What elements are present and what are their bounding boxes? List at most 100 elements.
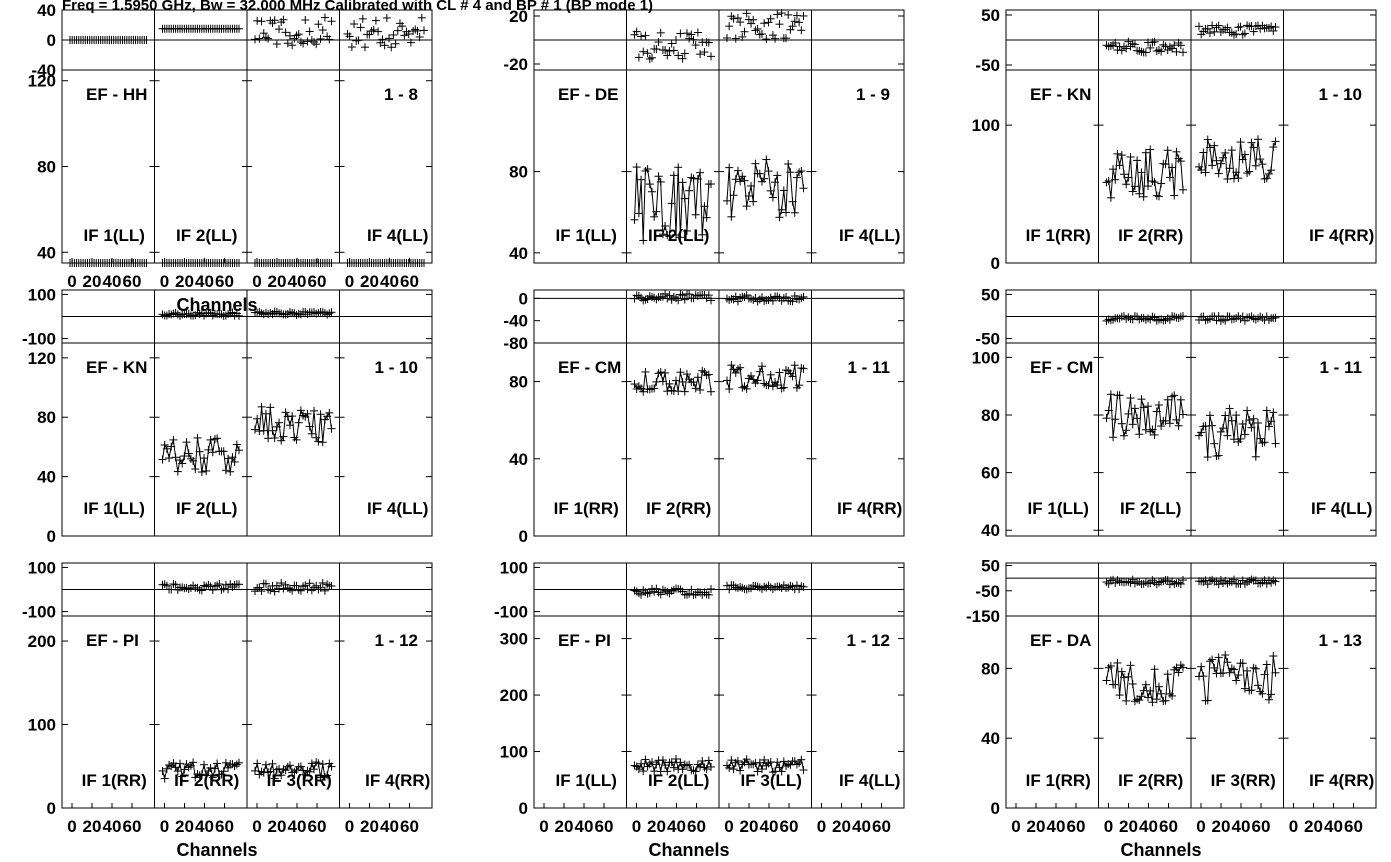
- amplitude-trace: [162, 437, 240, 473]
- amp-tick-label: 0: [47, 799, 56, 818]
- amp-tick-label: 0: [991, 254, 1000, 273]
- amp-tick-label: 100: [500, 743, 528, 762]
- amp-tick-label: 40: [981, 729, 1000, 748]
- if-label: IF 3(LL): [741, 771, 802, 790]
- if-label: IF 1(RR): [554, 499, 619, 518]
- x-tick-label: 60: [1252, 817, 1271, 836]
- x-tick-label: 0: [345, 272, 354, 291]
- amp-tick-label: 40: [37, 243, 56, 262]
- if-label: IF 2(RR): [174, 771, 239, 790]
- x-tick-label: 40: [1324, 817, 1343, 836]
- amp-tick-label: 200: [500, 686, 528, 705]
- x-tick-label: 0: [817, 817, 826, 836]
- x-tick-label: 0: [1289, 817, 1298, 836]
- x-axis-label: Channels: [1120, 840, 1201, 860]
- x-tick-label: 20: [647, 817, 666, 836]
- baseline-panel: 50 -50 -150 80 40 0 EF - DA 1 - 13 IF 1(RR) IF 2(…: [966, 557, 1377, 860]
- baseline-number: 1 - 11: [1319, 358, 1362, 377]
- if-label: IF 1(LL): [84, 226, 145, 245]
- amp-tick-label: 80: [509, 373, 528, 392]
- amp-tick-label: 200: [28, 632, 56, 651]
- baseline-number: 1 - 9: [856, 85, 890, 104]
- x-tick-label: 20: [83, 817, 102, 836]
- x-tick-label: 20: [740, 817, 759, 836]
- amp-tick-label: 60: [981, 464, 1000, 483]
- amplitude-trace: [254, 406, 332, 444]
- x-tick-label: 60: [215, 272, 234, 291]
- x-tick-label: 0: [632, 817, 641, 836]
- x-tick-label: 20: [1304, 817, 1323, 836]
- x-tick-label: 40: [380, 272, 399, 291]
- x-tick-label: 40: [288, 272, 307, 291]
- x-tick-label: 0: [1196, 817, 1205, 836]
- if-label: IF 1(RR): [1026, 771, 1091, 790]
- x-tick-label: 60: [400, 817, 419, 836]
- phase-tick-label: 100: [500, 558, 528, 577]
- phase-tick-label: 100: [28, 558, 56, 577]
- phase-tick-label: 0: [47, 31, 56, 50]
- if-label: IF 2(RR): [1118, 226, 1183, 245]
- if-label: IF 2(RR): [646, 499, 711, 518]
- baseline-number: 1 - 10: [375, 358, 418, 377]
- if-label: IF 2(LL): [648, 226, 709, 245]
- phase-tick-label: 100: [28, 285, 56, 304]
- baseline-name: EF - PI: [86, 631, 139, 650]
- phase-tick-label: -20: [503, 55, 528, 74]
- phase-tick-label: -50: [975, 330, 1000, 349]
- phase-tick-label: -100: [22, 603, 56, 622]
- phase-tick-label: 0: [519, 289, 528, 308]
- x-tick-label: 40: [103, 817, 122, 836]
- if-label: IF 4(RR): [365, 771, 430, 790]
- if-label: IF 3(RR): [1211, 771, 1276, 790]
- x-tick-label: 40: [1139, 817, 1158, 836]
- amp-tick-label: 40: [509, 450, 528, 469]
- amp-tick-label: 300: [500, 630, 528, 649]
- if-label: IF 2(RR): [1118, 771, 1183, 790]
- x-tick-label: 20: [360, 272, 379, 291]
- phase-tick-label: -40: [503, 312, 528, 331]
- x-tick-label: 60: [1067, 817, 1086, 836]
- x-tick-label: 0: [345, 817, 354, 836]
- phase-tick-label: 50: [981, 6, 1000, 25]
- amp-tick-label: 80: [37, 158, 56, 177]
- baseline-number: 1 - 12: [375, 631, 418, 650]
- amp-tick-label: 80: [37, 408, 56, 427]
- x-tick-label: 40: [1232, 817, 1251, 836]
- amp-tick-label: 80: [981, 659, 1000, 678]
- x-tick-label: 40: [195, 817, 214, 836]
- if-label: IF 3(RR): [267, 771, 332, 790]
- if-label: IF 1(LL): [556, 226, 617, 245]
- amp-tick-label: 80: [509, 163, 528, 182]
- x-tick-label: 20: [83, 272, 102, 291]
- baseline-name: EF - PI: [558, 631, 611, 650]
- if-label: IF 4(LL): [839, 771, 900, 790]
- if-label: IF 4(RR): [1309, 226, 1374, 245]
- amplitude-trace: [1106, 149, 1184, 198]
- baseline-panel: 20 -20 80 40 EF - DE 1 - 9 IF 1(LL) IF 2(LL) IF …: [503, 7, 905, 264]
- x-tick-label: 60: [1344, 817, 1363, 836]
- if-label: IF 2(LL): [176, 226, 237, 245]
- amp-tick-label: 40: [509, 244, 528, 263]
- x-tick-label: 60: [872, 817, 891, 836]
- if-label: IF 1(RR): [82, 771, 147, 790]
- baseline-name: EF - DE: [558, 85, 618, 104]
- x-tick-label: 60: [400, 272, 419, 291]
- phase-tick-label: -150: [966, 607, 1000, 626]
- if-label: IF 1(LL): [556, 771, 617, 790]
- x-tick-label: 60: [123, 817, 142, 836]
- if-label: IF 4(RR): [1309, 771, 1374, 790]
- if-label: IF 2(LL): [176, 499, 237, 518]
- x-tick-label: 40: [667, 817, 686, 836]
- phase-tick-label: -80: [503, 334, 528, 353]
- baseline-number: 1 - 10: [1319, 85, 1362, 104]
- if-label: IF 4(LL): [1311, 499, 1372, 518]
- x-tick-label: 0: [160, 817, 169, 836]
- x-axis-label: Channels: [176, 840, 257, 860]
- if-label: IF 4(LL): [839, 226, 900, 245]
- amp-tick-label: 0: [47, 527, 56, 546]
